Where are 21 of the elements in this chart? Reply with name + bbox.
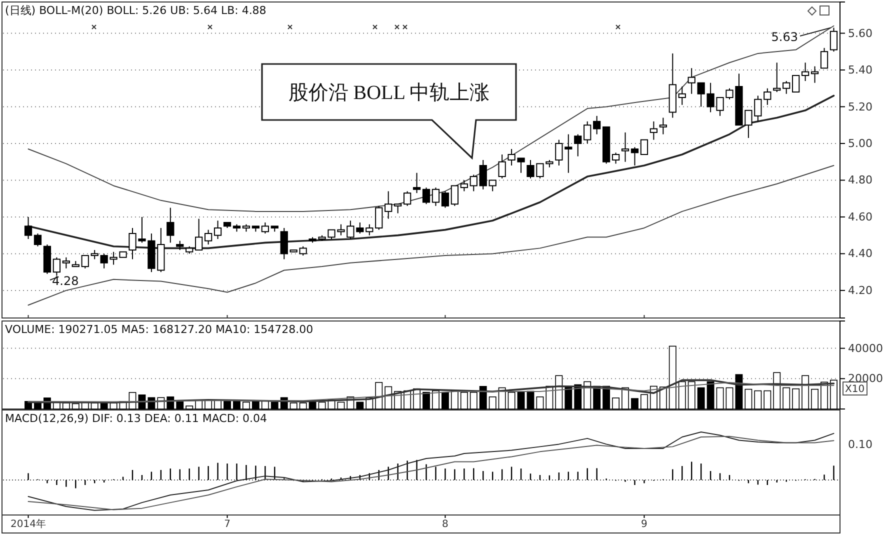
y-tick-label: 40000 [848, 342, 883, 355]
y-tick-label: 5.60 [848, 26, 872, 40]
y-tick-label: 4.40 [848, 247, 872, 260]
x-tick-label: 8 [442, 519, 448, 530]
y-tick-label: 5.20 [848, 100, 872, 114]
y-tick-label: 4.80 [848, 174, 872, 187]
text: X10 [845, 384, 865, 395]
y-tick-label: 4.60 [848, 210, 872, 224]
x-tick-label: 2014年 [10, 518, 46, 530]
chart-title: (日线) BOLL-M(20) BOLL: 5.26 UB: 5.64 LB: 4.88 [5, 4, 266, 17]
x-tick-label: 9 [641, 519, 648, 530]
annotation: 股价沿 BOLL 中轨上涨 [288, 82, 490, 104]
x-tick-label: 7 [224, 519, 230, 530]
y-tick-label: 5.00 [848, 136, 872, 150]
annotation: 5.63 [771, 30, 798, 44]
chart-title: VOLUME: 190271.05 MA5: 168127.20 MA10: 154728.00 [5, 323, 314, 336]
text: 0.10 [848, 438, 872, 451]
y-tick-label: 4.20 [848, 284, 872, 297]
chart-title: MACD(12,26,9) DIF: 0.13 DEA: 0.11 MACD: 0.04 [5, 412, 268, 425]
annotation: 4.28 [52, 274, 79, 288]
y-tick-label: 5.40 [848, 63, 872, 76]
